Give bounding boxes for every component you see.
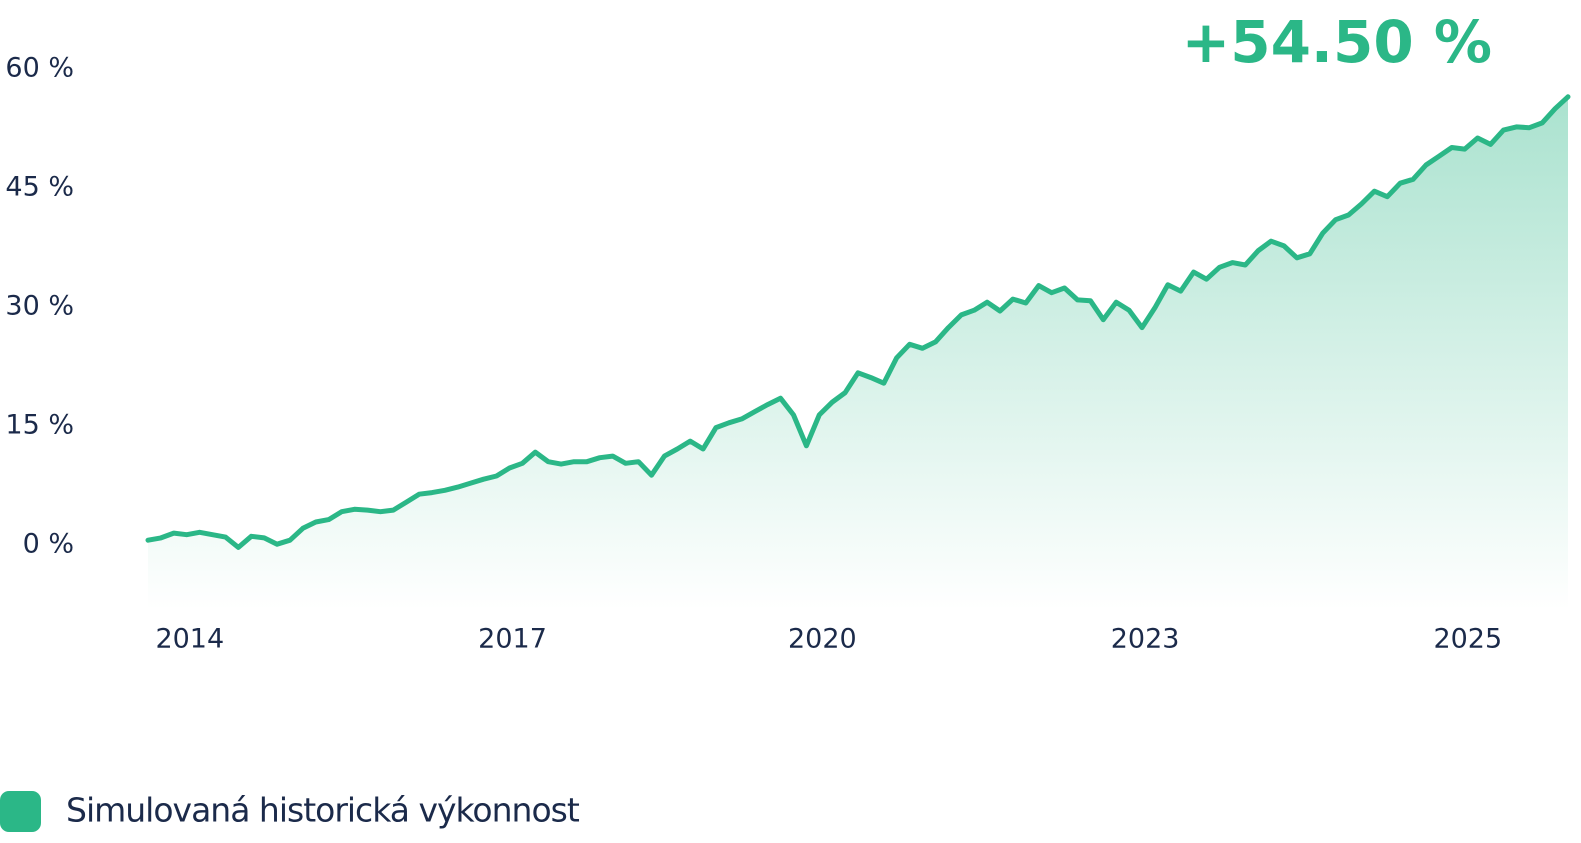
x-tick-label: 2020: [788, 624, 857, 655]
y-tick-label: 0 %: [23, 529, 74, 560]
x-tick-label: 2025: [1433, 624, 1502, 655]
line: [145, 94, 1571, 550]
x-tick-label: 2014: [155, 624, 224, 655]
legend-label: Simulovaná historická výkonnost: [66, 791, 580, 830]
y-tick-label: 30 %: [5, 291, 74, 322]
y-tick-label: 15 %: [5, 410, 74, 441]
legend-swatch: [0, 791, 41, 832]
x-tick-label: 2023: [1111, 624, 1180, 655]
chart-title: +54.50 %: [1182, 8, 1492, 76]
y-tick-label: 60 %: [5, 53, 74, 84]
y-tick-label: 45 %: [5, 172, 74, 203]
area-fill: [148, 96, 1568, 611]
x-tick-label: 2017: [478, 624, 547, 655]
